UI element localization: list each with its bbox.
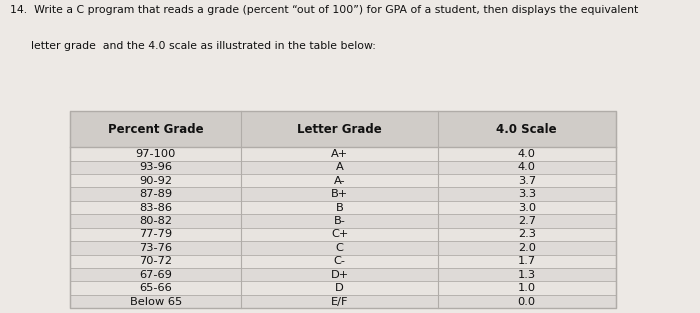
Text: C+: C+ xyxy=(331,229,348,239)
Text: 80-82: 80-82 xyxy=(139,216,172,226)
Text: letter grade  and the 4.0 scale as illustrated in the table below:: letter grade and the 4.0 scale as illust… xyxy=(10,41,377,51)
Text: 2.0: 2.0 xyxy=(518,243,536,253)
Text: B: B xyxy=(335,203,344,213)
Text: C-: C- xyxy=(333,256,346,266)
Bar xyxy=(70,111,616,308)
Bar xyxy=(70,254,616,268)
Text: 3.7: 3.7 xyxy=(518,176,536,186)
Text: 4.0: 4.0 xyxy=(518,162,536,172)
Text: D: D xyxy=(335,283,344,293)
Bar xyxy=(70,201,616,214)
Text: 3.3: 3.3 xyxy=(518,189,536,199)
Text: 83-86: 83-86 xyxy=(139,203,172,213)
Bar xyxy=(70,281,616,295)
Text: 65-66: 65-66 xyxy=(139,283,172,293)
Bar xyxy=(70,111,616,147)
Bar xyxy=(70,161,616,174)
Bar xyxy=(70,214,616,228)
Text: 1.7: 1.7 xyxy=(518,256,536,266)
Text: 0.0: 0.0 xyxy=(518,297,536,307)
Text: B+: B+ xyxy=(331,189,348,199)
Bar xyxy=(70,111,616,308)
Text: B-: B- xyxy=(334,216,345,226)
Text: 3.0: 3.0 xyxy=(518,203,536,213)
Text: 77-79: 77-79 xyxy=(139,229,172,239)
Bar xyxy=(70,174,616,187)
Text: A: A xyxy=(335,162,344,172)
Text: 2.3: 2.3 xyxy=(518,229,536,239)
Bar xyxy=(70,147,616,161)
Text: 87-89: 87-89 xyxy=(139,189,172,199)
Text: 1.3: 1.3 xyxy=(518,270,536,280)
Text: 2.7: 2.7 xyxy=(518,216,536,226)
Text: 93-96: 93-96 xyxy=(139,162,172,172)
Text: Below 65: Below 65 xyxy=(130,297,182,307)
Text: 4.0 Scale: 4.0 Scale xyxy=(496,123,557,136)
Text: 73-76: 73-76 xyxy=(139,243,172,253)
Text: E/F: E/F xyxy=(330,297,349,307)
Bar xyxy=(70,295,616,308)
Text: A-: A- xyxy=(334,176,345,186)
Text: D+: D+ xyxy=(330,270,349,280)
Bar xyxy=(70,228,616,241)
Text: C: C xyxy=(335,243,344,253)
Text: 70-72: 70-72 xyxy=(139,256,172,266)
Bar xyxy=(70,268,616,281)
Bar xyxy=(70,241,616,254)
Bar xyxy=(70,187,616,201)
Text: 90-92: 90-92 xyxy=(139,176,172,186)
Text: 1.0: 1.0 xyxy=(518,283,536,293)
Text: Letter Grade: Letter Grade xyxy=(297,123,382,136)
Text: 97-100: 97-100 xyxy=(136,149,176,159)
Text: A+: A+ xyxy=(331,149,348,159)
Text: Percent Grade: Percent Grade xyxy=(108,123,204,136)
Text: 14.  Write a C program that reads a grade (percent “out of 100”) for GPA of a st: 14. Write a C program that reads a grade… xyxy=(10,5,638,15)
Text: 4.0: 4.0 xyxy=(518,149,536,159)
Text: 67-69: 67-69 xyxy=(139,270,172,280)
